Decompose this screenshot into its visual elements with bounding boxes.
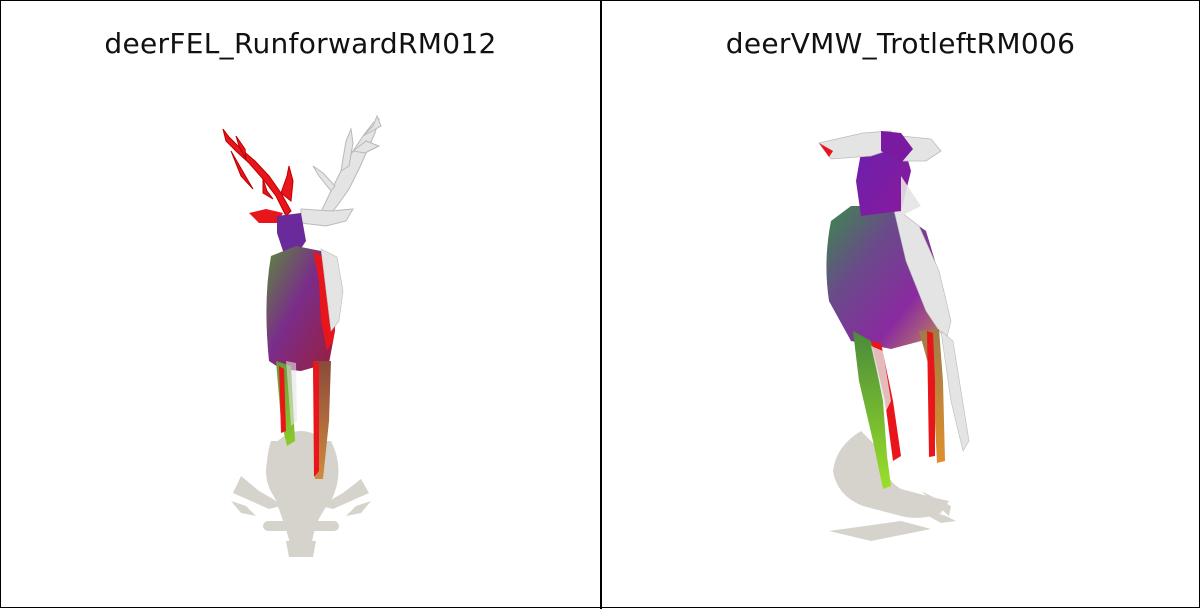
legs — [853, 329, 970, 489]
body — [266, 246, 344, 371]
panel-title-right: deerVMW_TrotleftRM006 — [725, 27, 1076, 60]
antler-left — [222, 128, 294, 217]
body — [826, 205, 952, 349]
panel-divider — [600, 1, 602, 609]
shadow — [231, 431, 371, 557]
deer-render-left — [222, 114, 382, 557]
head — [818, 130, 942, 216]
antler-right — [312, 114, 382, 220]
deer-render-right — [818, 130, 970, 541]
shadow — [829, 431, 956, 541]
head — [249, 208, 354, 256]
panel-right: deerVMW_TrotleftRM006 — [601, 1, 1200, 607]
panel-title-left: deerFEL_RunforwardRM012 — [104, 27, 497, 60]
legs — [276, 361, 331, 479]
panel-left: deerFEL_RunforwardRM012 — [1, 1, 600, 607]
